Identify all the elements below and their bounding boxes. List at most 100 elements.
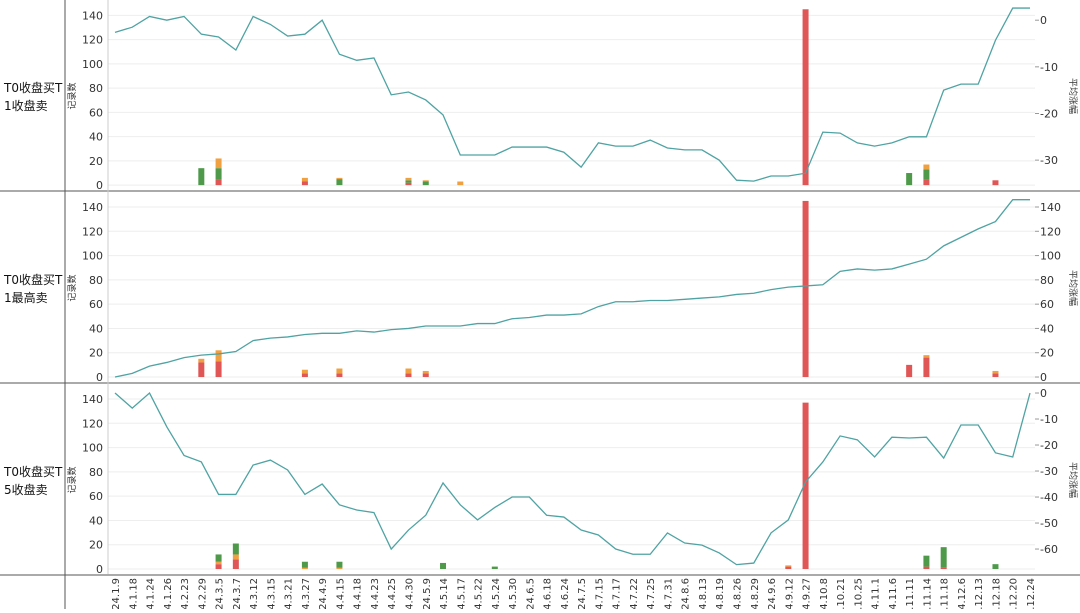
panel-label: 5收盘卖	[4, 482, 48, 497]
panel-label: T0收盘买T	[3, 272, 63, 287]
y2-tick-label: 80	[1040, 274, 1054, 287]
panel-label: T0收盘买T	[3, 80, 63, 95]
bar	[906, 364, 913, 378]
bar	[198, 168, 205, 186]
bar	[802, 200, 809, 378]
bar	[457, 181, 464, 186]
y2-tick-label: -40	[1040, 491, 1058, 504]
bar	[992, 370, 999, 374]
y2-tick-label: -60	[1040, 543, 1058, 556]
y-tick-label: 20	[89, 155, 103, 168]
x-tick-label: 24.5.22	[474, 578, 485, 609]
x-tick-label: 24.12.6	[957, 578, 968, 609]
y-tick-label: 40	[89, 514, 103, 527]
y-tick-label: 80	[89, 274, 103, 287]
bar	[336, 373, 343, 378]
x-tick-label: 24.7.17	[612, 578, 623, 609]
panel-label: T0收盘买T	[3, 464, 63, 479]
y-tick-label: 60	[89, 298, 103, 311]
x-tick-label: 24.2.29	[197, 578, 208, 609]
bar	[215, 179, 222, 186]
y-tick-label: 0	[96, 563, 103, 576]
bar	[336, 179, 343, 186]
y2-tick-label: -10	[1040, 413, 1058, 426]
x-tick-label: 24.12.18	[991, 578, 1002, 609]
y-tick-label: 0	[96, 371, 103, 384]
y-tick-label: 140	[82, 201, 103, 214]
x-tick-label: 24.3.21	[284, 578, 295, 609]
bar	[785, 565, 792, 567]
y2-tick-label: -50	[1040, 517, 1058, 530]
panel-label: 1最高卖	[4, 290, 48, 305]
y2-tick-label: 140	[1040, 201, 1061, 214]
x-tick-label: 24.3.12	[249, 578, 260, 609]
bar	[215, 564, 222, 570]
bar	[336, 177, 343, 180]
x-tick-label: 24.3.5	[215, 578, 226, 609]
bar	[336, 368, 343, 374]
y2-tick-label: 60	[1040, 298, 1054, 311]
y-tick-label: 20	[89, 347, 103, 360]
x-tick-label: 24.5.30	[508, 578, 519, 609]
x-tick-label: 24.2.23	[180, 578, 191, 609]
y2-tick-label: -20	[1040, 439, 1058, 452]
bar	[215, 361, 222, 378]
bar	[802, 9, 809, 186]
y-tick-label: 120	[82, 417, 103, 430]
bar	[215, 561, 222, 565]
y-tick-label: 140	[82, 393, 103, 406]
panel-label: 1收盘卖	[4, 98, 48, 113]
bar	[232, 554, 239, 560]
bar	[491, 566, 498, 570]
bar	[336, 561, 343, 568]
x-tick-label: 24.9.12	[784, 578, 795, 609]
bar	[405, 177, 412, 181]
y-tick-label: 60	[89, 490, 103, 503]
y2-axis-label: 平均涨幅	[1067, 78, 1079, 114]
x-tick-label: 24.6.24	[560, 578, 571, 609]
y2-axis-label: 平均涨幅	[1067, 462, 1079, 498]
y2-tick-label: 0	[1040, 387, 1047, 400]
bar	[422, 181, 429, 186]
x-tick-label: 24.11.1	[871, 578, 882, 609]
bar	[198, 362, 205, 378]
bar	[923, 164, 930, 170]
bar	[215, 554, 222, 562]
bar	[440, 562, 447, 570]
y-axis-label: 记录数	[66, 466, 78, 493]
bar	[940, 547, 947, 568]
y-axis-label: 记录数	[66, 274, 78, 301]
bar	[215, 350, 222, 362]
x-tick-label: 24.7.31	[663, 578, 674, 609]
y2-tick-label: -20	[1040, 107, 1058, 120]
y-tick-label: 80	[89, 466, 103, 479]
x-tick-label: 24.6.18	[543, 578, 554, 609]
x-tick-label: 24.5.14	[439, 578, 450, 609]
bar	[422, 373, 429, 378]
x-tick-label: 24.8.6	[681, 578, 692, 609]
x-tick-label: 24.8.29	[750, 578, 761, 609]
y-tick-label: 120	[82, 225, 103, 238]
y2-tick-label: 100	[1040, 250, 1061, 263]
x-tick-label: 24.3.15	[266, 578, 277, 609]
y-tick-label: 0	[96, 179, 103, 192]
x-tick-label: 24.4.9	[318, 578, 329, 609]
x-tick-label: 24.1.24	[146, 578, 157, 609]
x-tick-label: 24.10.8	[819, 578, 830, 609]
x-tick-label: 24.12.24	[1026, 578, 1037, 609]
bar	[923, 555, 930, 567]
bar	[405, 368, 412, 374]
bar	[923, 169, 930, 180]
x-tick-label: 24.6.5	[525, 578, 536, 609]
x-tick-label: 24.5.17	[456, 578, 467, 609]
x-tick-label: 24.11.18	[940, 578, 951, 609]
bar	[215, 158, 222, 169]
y2-tick-label: -10	[1040, 61, 1058, 74]
y2-tick-label: -30	[1040, 154, 1058, 167]
bar	[992, 564, 999, 570]
bar	[992, 180, 999, 186]
x-tick-label: 24.4.23	[370, 578, 381, 609]
x-tick-label: 24.8.19	[715, 578, 726, 609]
